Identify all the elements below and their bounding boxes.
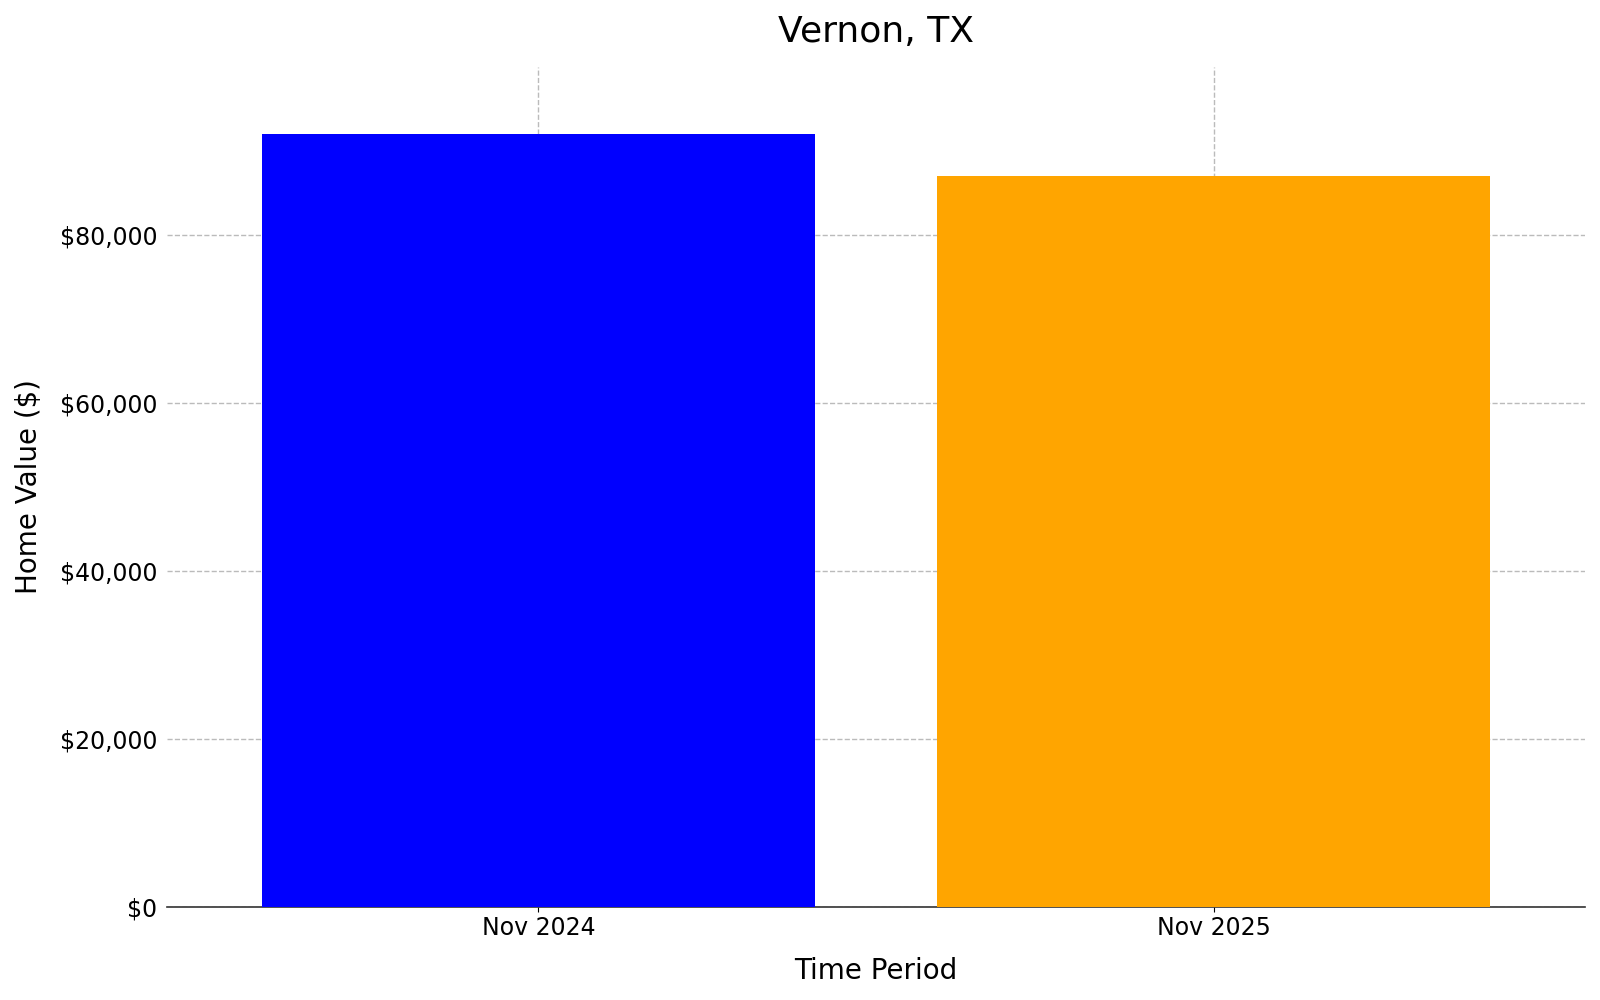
Title: Vernon, TX: Vernon, TX <box>778 15 974 49</box>
Bar <box>261 134 816 907</box>
Y-axis label: Home Value ($): Home Value ($) <box>14 379 43 594</box>
Bar <box>936 176 1491 907</box>
X-axis label: Time Period: Time Period <box>794 957 958 985</box>
